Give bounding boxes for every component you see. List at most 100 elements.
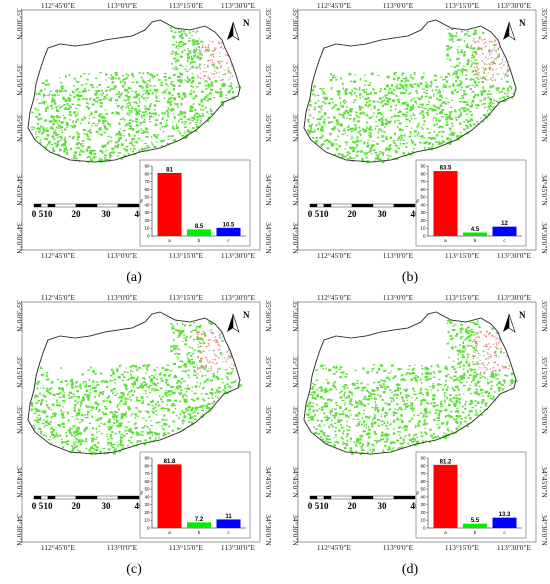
left-lat-label: 34°45'0"N — [15, 466, 24, 498]
y-tick-label: 0 — [423, 526, 426, 531]
inset-bar-chart: 0 10 20 30 40 50 60 70 80 90% 81.2 a 5.5 b 13.3 c — [415, 451, 527, 539]
y-tick-label: 90 — [420, 456, 426, 461]
map-svg: 112°45'0"E 112°45'0"E 113°0'0"E 113°0'0"E 11… — [15, 293, 273, 577]
left-lat-label: 35°0'0"N — [291, 114, 300, 142]
bar-c — [492, 517, 517, 528]
right-lat-label: 35°0'0"N — [540, 114, 549, 142]
bottom-lon-label: 113°30'0"E — [221, 543, 256, 552]
y-tick-label: 60 — [144, 479, 150, 484]
scale-tick-label: 10 — [44, 209, 54, 219]
inset-bar-chart: 0 10 20 30 40 50 60 70 80 90% 81 a 8.5 b 10.5 c — [139, 159, 251, 247]
north-arrow-icon: N — [503, 310, 526, 333]
inset-bar-chart: 0 10 20 30 40 50 60 70 80 90% 83.5 a 4.5 b 12 c — [415, 159, 527, 247]
y-tick-label: 20 — [144, 218, 150, 223]
right-lat-label: 35°0'0"N — [540, 406, 549, 434]
scale-tick-label: 0 — [32, 501, 37, 511]
right-lat-label: 35°0'0"N — [264, 114, 273, 142]
top-lon-label: 113°15'0"E — [169, 1, 204, 10]
y-tick-label: 40 — [420, 202, 426, 207]
category-label: b — [198, 238, 201, 243]
category-label: b — [198, 530, 201, 535]
y-tick-label: 0 — [147, 526, 150, 531]
top-lon-label: 113°15'0"E — [169, 293, 204, 302]
y-tick-label: 60 — [420, 479, 426, 484]
bar-b — [187, 522, 211, 528]
left-lat-label: 34°30'0"N — [291, 222, 300, 254]
north-arrow-icon: N — [227, 18, 250, 41]
bar-c — [216, 519, 241, 528]
scale-tick-label: 30 — [102, 501, 112, 511]
bar-c — [492, 226, 517, 236]
bottom-lon-label: 113°15'0"E — [169, 543, 204, 552]
left-lat-label: 35°30'0"N — [15, 300, 24, 332]
left-lat-label: 35°15'0"N — [291, 356, 300, 388]
left-lat-label: 35°30'0"N — [291, 300, 300, 332]
y-tick-label: 30 — [420, 502, 426, 507]
top-lon-label: 113°15'0"E — [445, 1, 480, 10]
left-lat-label: 34°45'0"N — [291, 174, 300, 206]
right-lat-label: 35°30'0"N — [264, 8, 273, 40]
map-panel-d: 112°45'0"E 112°45'0"E 113°0'0"E 113°0'0"E 11… — [276, 292, 549, 577]
north-label: N — [243, 18, 250, 28]
y-tick-label: 60 — [144, 187, 150, 192]
left-lat-label: 35°30'0"N — [291, 8, 300, 40]
top-lon-label: 113°30'0"E — [221, 1, 256, 10]
y-tick-label: 50 — [144, 487, 150, 492]
scale-tick-label: 20 — [348, 209, 358, 219]
scale-tick-label: 5 — [39, 501, 44, 511]
bar-c — [216, 227, 241, 236]
bar-b — [187, 229, 211, 236]
panel-caption: (d) — [402, 562, 419, 577]
north-label: N — [243, 310, 250, 320]
scale-tick-label: 10 — [320, 209, 330, 219]
scale-tick-label: 20 — [72, 209, 82, 219]
scale-tick-label: 0 — [308, 501, 313, 511]
left-lat-label: 35°30'0"N — [15, 8, 24, 40]
right-lat-label: 35°30'0"N — [264, 300, 273, 332]
y-tick-label: 80 — [144, 171, 150, 176]
y-tick-label: 40 — [144, 202, 150, 207]
category-label: c — [503, 238, 506, 243]
y-tick-label: 90 — [420, 164, 426, 169]
bottom-lon-label: 113°15'0"E — [445, 543, 480, 552]
map-svg: 112°45'0"E 112°45'0"E 113°0'0"E 113°0'0"E 11… — [15, 1, 273, 285]
top-lon-label: 113°0'0"E — [383, 1, 414, 10]
bar-value-label: 8.5 — [195, 224, 204, 230]
map-panel-c: 112°45'0"E 112°45'0"E 113°0'0"E 113°0'0"E 11… — [0, 292, 273, 577]
left-lat-label: 35°0'0"N — [15, 406, 24, 434]
y-tick-label: 70 — [420, 179, 426, 184]
scale-tick-label: 40 — [411, 209, 421, 219]
bottom-lon-label: 113°15'0"E — [169, 251, 204, 260]
y-tick-label: 40 — [144, 494, 150, 499]
top-lon-label: 113°30'0"E — [497, 293, 532, 302]
category-label: b — [474, 238, 477, 243]
top-lon-label: 113°0'0"E — [383, 293, 414, 302]
category-label: a — [168, 530, 171, 535]
scale-tick-label: 5 — [315, 209, 320, 219]
land-cover-layer — [306, 319, 518, 456]
right-lat-label: 35°15'0"N — [264, 356, 273, 388]
bar-value-label: 10.5 — [223, 222, 235, 228]
y-tick-label: 30 — [420, 210, 426, 215]
left-lat-label: 35°15'0"N — [291, 64, 300, 96]
top-lon-label: 112°45'0"E — [317, 293, 352, 302]
left-lat-label: 34°30'0"N — [15, 514, 24, 546]
map-panel-b: 112°45'0"E 112°45'0"E 113°0'0"E 113°0'0"E 11… — [276, 0, 549, 285]
top-lon-label: 113°15'0"E — [445, 293, 480, 302]
panel-caption: (c) — [126, 562, 142, 577]
y-tick-label: 20 — [144, 510, 150, 515]
bar-a — [157, 464, 182, 528]
bottom-lon-label: 113°15'0"E — [445, 251, 480, 260]
top-lon-label: 113°30'0"E — [221, 293, 256, 302]
scale-tick-label: 30 — [102, 209, 112, 219]
bar-b — [463, 523, 487, 528]
bar-value-label: 7.2 — [195, 517, 204, 523]
bottom-lon-label: 113°30'0"E — [497, 543, 532, 552]
bottom-lon-label: 113°0'0"E — [383, 543, 414, 552]
scale-tick-label: 10 — [320, 501, 330, 511]
right-lat-label: 35°0'0"N — [264, 406, 273, 434]
y-tick-label: 10 — [420, 518, 426, 523]
bottom-lon-label: 113°0'0"E — [383, 251, 414, 260]
bottom-lon-label: 113°0'0"E — [107, 251, 138, 260]
y-tick-label: 0 — [147, 234, 150, 239]
